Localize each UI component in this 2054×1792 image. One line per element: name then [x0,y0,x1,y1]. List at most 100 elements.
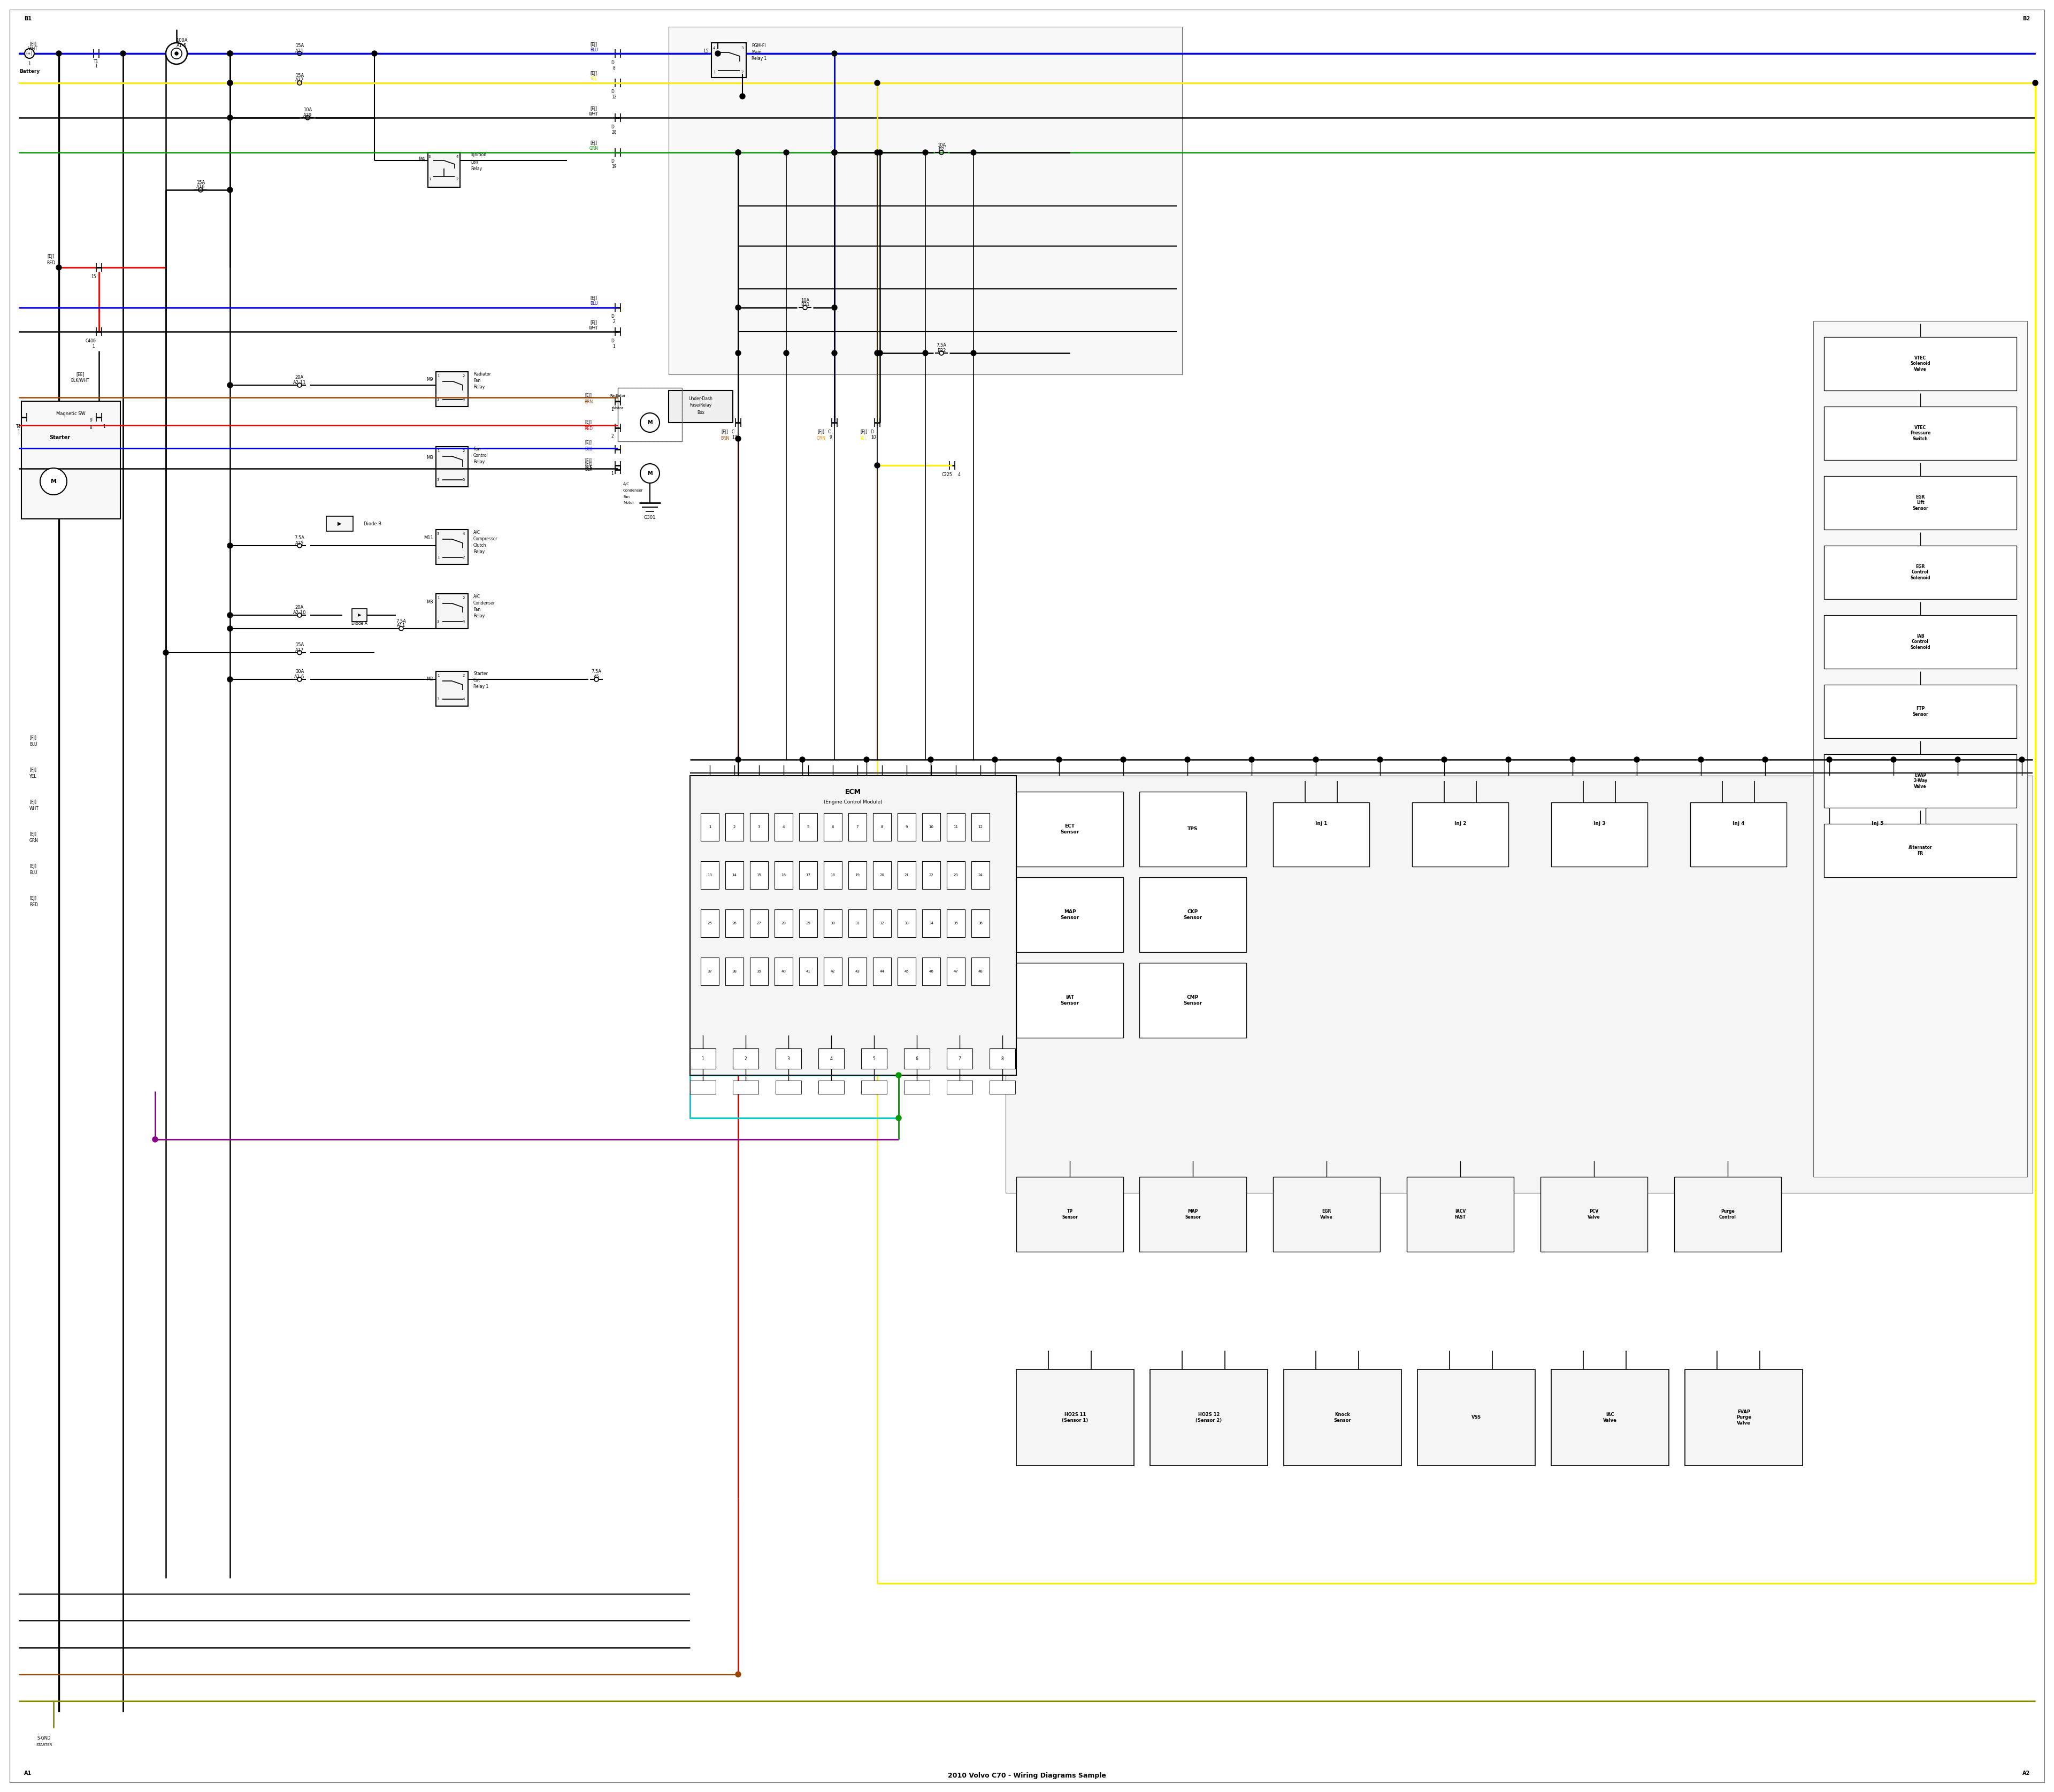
Text: 4: 4 [783,826,785,828]
Bar [873,814,891,840]
Text: [EJ]: [EJ] [589,142,598,145]
Circle shape [832,151,838,156]
Text: D: D [610,159,614,163]
Text: MAP
Sensor: MAP Sensor [1185,1210,1202,1220]
Text: Main: Main [752,50,762,54]
Text: B2: B2 [939,147,945,152]
Circle shape [1185,756,1189,762]
Text: IAB
Control
Solenoid: IAB Control Solenoid [1910,634,1931,650]
Bar [1814,321,2027,1177]
Text: [EJ]: [EJ] [589,296,598,301]
Text: M3: M3 [427,599,433,604]
Circle shape [175,52,179,56]
Text: IACV
FAST: IACV FAST [1454,1210,1467,1220]
Text: 2: 2 [733,826,735,828]
Text: Radiator: Radiator [610,394,626,398]
Text: [EJ]: [EJ] [585,441,592,446]
Text: A29: A29 [304,113,312,118]
Circle shape [170,48,183,59]
Text: 4: 4 [456,156,458,158]
Bar [861,1048,887,1068]
Text: ECM: ECM [844,788,861,796]
Bar [690,1081,715,1093]
Text: 28: 28 [781,921,787,925]
Bar [1413,803,1508,867]
Text: Relay 1: Relay 1 [752,56,766,61]
Text: A1-5: A1-5 [177,43,187,48]
Bar [873,957,891,986]
Text: Fan: Fan [472,378,481,383]
Text: Inj 3: Inj 3 [1594,821,1606,826]
Text: L5: L5 [702,48,709,54]
Text: 1: 1 [103,425,105,430]
Circle shape [55,50,62,56]
Text: 37: 37 [707,969,713,973]
Circle shape [735,305,741,310]
Circle shape [896,1073,902,1077]
Text: 1: 1 [438,450,440,453]
Bar [922,957,941,986]
Text: [EJ]: [EJ] [29,864,37,869]
Bar [898,957,916,986]
Text: 10A: 10A [801,297,809,303]
Text: 15A: 15A [296,643,304,647]
Text: A/C: A/C [472,593,481,599]
Text: 11: 11 [953,826,959,828]
Text: 5: 5 [462,478,464,482]
Text: GRN: GRN [29,839,39,844]
Text: 9: 9 [830,435,832,439]
Circle shape [735,151,741,156]
Bar [733,1048,758,1068]
Text: 7: 7 [857,826,859,828]
Text: 7.5A: 7.5A [592,670,602,674]
Text: WHT: WHT [589,326,598,330]
Bar [670,391,733,423]
Text: A2-11: A2-11 [294,380,306,385]
Text: RED: RED [47,260,55,265]
Text: 21: 21 [904,873,910,876]
Circle shape [875,462,879,468]
Circle shape [25,48,35,59]
Text: BLU: BLU [585,446,592,452]
Circle shape [735,351,741,357]
Text: C400: C400 [86,339,97,344]
Text: Relay: Relay [472,613,485,618]
Circle shape [228,625,232,631]
Bar [1150,1369,1267,1466]
Circle shape [55,265,62,271]
Text: 40: 40 [781,969,787,973]
Text: 4: 4 [830,1055,832,1061]
Text: 16: 16 [781,873,787,876]
Text: M: M [647,419,653,425]
Text: BLK: BLK [585,468,592,471]
Text: 2010 Volvo C70 - Wiring Diagrams Sample: 2010 Volvo C70 - Wiring Diagrams Sample [947,1772,1107,1779]
Bar [904,1081,930,1093]
Bar [799,862,817,889]
Circle shape [877,351,883,357]
Bar [1017,1177,1124,1253]
Text: 45: 45 [904,969,910,973]
Text: Starter: Starter [472,672,487,676]
Text: VTEC
Pressure
Switch: VTEC Pressure Switch [1910,425,1931,441]
Text: 2: 2 [612,319,616,324]
Text: FTP
Sensor: FTP Sensor [1912,706,1929,717]
Bar [1824,545,2017,599]
Bar [799,957,817,986]
Text: Clutch: Clutch [472,543,487,548]
Text: Motor: Motor [622,502,635,504]
Text: 1: 1 [713,70,715,73]
Text: Inj 4: Inj 4 [1732,821,1744,826]
Text: ▶: ▶ [357,613,362,618]
Text: [EJ]: [EJ] [585,419,592,425]
Text: 10A: 10A [937,143,945,147]
Text: Condenser: Condenser [622,489,643,493]
Text: YEL: YEL [29,774,37,780]
Text: ECT
Sensor: ECT Sensor [1060,824,1078,835]
Bar [435,672,468,706]
Text: 15: 15 [90,274,97,280]
Text: 15A: 15A [296,73,304,77]
Text: PCV
Valve: PCV Valve [1588,1210,1600,1220]
Bar [774,814,793,840]
Text: 24: 24 [978,873,982,876]
Circle shape [928,756,933,762]
